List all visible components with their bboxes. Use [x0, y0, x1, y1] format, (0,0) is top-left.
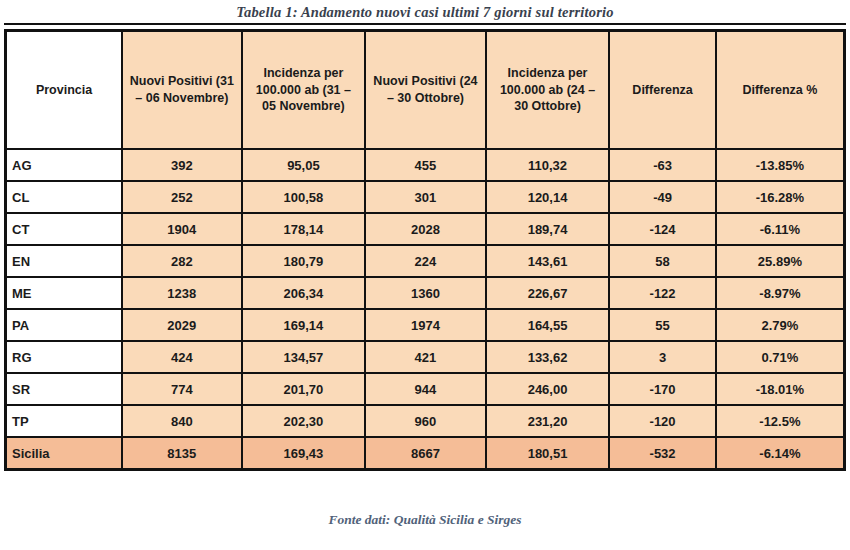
value-cell: 2028 — [365, 213, 486, 245]
value-cell: 201,70 — [242, 373, 366, 405]
value-cell: 2029 — [122, 309, 242, 341]
value-cell: 120,14 — [486, 181, 610, 213]
value-cell: 282 — [122, 245, 242, 277]
value-cell: 169,43 — [242, 437, 366, 470]
value-cell: -124 — [609, 213, 716, 245]
value-cell: 840 — [122, 405, 242, 437]
value-cell: 8667 — [365, 437, 486, 470]
value-cell: 246,00 — [486, 373, 610, 405]
value-cell: 143,61 — [486, 245, 610, 277]
value-cell: 133,62 — [486, 341, 610, 373]
province-cell: SR — [6, 373, 123, 405]
value-cell: -13.85% — [716, 149, 845, 181]
covid-province-table: Provincia Nuovi Positivi (31 – 06 Novemb… — [4, 29, 846, 471]
value-cell: 3 — [609, 341, 716, 373]
value-cell: 231,20 — [486, 405, 610, 437]
value-cell: 392 — [122, 149, 242, 181]
value-cell: 180,79 — [242, 245, 366, 277]
province-cell: TP — [6, 405, 123, 437]
value-cell: 1974 — [365, 309, 486, 341]
value-cell: -6.11% — [716, 213, 845, 245]
table-row: ME1238206,341360226,67-122-8.97% — [6, 277, 845, 309]
value-cell: 1360 — [365, 277, 486, 309]
value-cell: -16.28% — [716, 181, 845, 213]
value-cell: 774 — [122, 373, 242, 405]
value-cell: -18.01% — [716, 373, 845, 405]
table-row: CT1904178,142028189,74-124-6.11% — [6, 213, 845, 245]
col-header-differenza-pct: Differenza % — [716, 31, 845, 150]
table-row: CL252100,58301120,14-49-16.28% — [6, 181, 845, 213]
source-note: Fonte dati: Qualità Sicilia e Sirges — [0, 512, 850, 528]
value-cell: 189,74 — [486, 213, 610, 245]
value-cell: 169,14 — [242, 309, 366, 341]
value-cell: 944 — [365, 373, 486, 405]
value-cell: -8.97% — [716, 277, 845, 309]
value-cell: 2.79% — [716, 309, 845, 341]
province-cell: CL — [6, 181, 123, 213]
header-row: Provincia Nuovi Positivi (31 – 06 Novemb… — [6, 31, 845, 150]
table-row: PA2029169,141974164,55552.79% — [6, 309, 845, 341]
col-header-incidenza-nov: Incidenza per 100.000 ab (31 – 05 Novemb… — [242, 31, 366, 150]
value-cell: 1238 — [122, 277, 242, 309]
province-cell: Sicilia — [6, 437, 123, 470]
title-rule — [4, 23, 846, 25]
value-cell: 224 — [365, 245, 486, 277]
value-cell: -6.14% — [716, 437, 845, 470]
value-cell: -532 — [609, 437, 716, 470]
value-cell: -63 — [609, 149, 716, 181]
table-row: RG424134,57421133,6230.71% — [6, 341, 845, 373]
col-header-incidenza-ott: Incidenza per 100.000 ab (24 – 30 Ottobr… — [486, 31, 610, 150]
value-cell: 110,32 — [486, 149, 610, 181]
report-page: Tabella 1: Andamento nuovi casi ultimi 7… — [0, 0, 850, 550]
value-cell: 226,67 — [486, 277, 610, 309]
value-cell: 424 — [122, 341, 242, 373]
value-cell: -12.5% — [716, 405, 845, 437]
table-row: TP840202,30960231,20-120-12.5% — [6, 405, 845, 437]
value-cell: -122 — [609, 277, 716, 309]
value-cell: -49 — [609, 181, 716, 213]
value-cell: 180,51 — [486, 437, 610, 470]
value-cell: 202,30 — [242, 405, 366, 437]
province-cell: EN — [6, 245, 123, 277]
table-row: EN282180,79224143,615825.89% — [6, 245, 845, 277]
province-cell: PA — [6, 309, 123, 341]
value-cell: 100,58 — [242, 181, 366, 213]
value-cell: -170 — [609, 373, 716, 405]
province-cell: ME — [6, 277, 123, 309]
value-cell: 95,05 — [242, 149, 366, 181]
province-cell: CT — [6, 213, 123, 245]
table-title: Tabella 1: Andamento nuovi casi ultimi 7… — [0, 4, 850, 21]
value-cell: 178,14 — [242, 213, 366, 245]
value-cell: 25.89% — [716, 245, 845, 277]
value-cell: 134,57 — [242, 341, 366, 373]
province-cell: AG — [6, 149, 123, 181]
table-row: SR774201,70944246,00-170-18.01% — [6, 373, 845, 405]
value-cell: 252 — [122, 181, 242, 213]
table-row: AG39295,05455110,32-63-13.85% — [6, 149, 845, 181]
value-cell: 0.71% — [716, 341, 845, 373]
value-cell: 960 — [365, 405, 486, 437]
value-cell: 206,34 — [242, 277, 366, 309]
total-row: Sicilia8135169,438667180,51-532-6.14% — [6, 437, 845, 470]
value-cell: 58 — [609, 245, 716, 277]
value-cell: 301 — [365, 181, 486, 213]
province-cell: RG — [6, 341, 123, 373]
value-cell: 164,55 — [486, 309, 610, 341]
col-header-nuovi-positivi-nov: Nuovi Positivi (31 – 06 Novembre) — [122, 31, 242, 150]
value-cell: 421 — [365, 341, 486, 373]
value-cell: -120 — [609, 405, 716, 437]
col-header-differenza: Differenza — [609, 31, 716, 150]
value-cell: 1904 — [122, 213, 242, 245]
col-header-nuovi-positivi-ott: Nuovi Positivi (24 – 30 Ottobre) — [365, 31, 486, 150]
value-cell: 8135 — [122, 437, 242, 470]
col-header-provincia: Provincia — [6, 31, 123, 150]
value-cell: 55 — [609, 309, 716, 341]
value-cell: 455 — [365, 149, 486, 181]
